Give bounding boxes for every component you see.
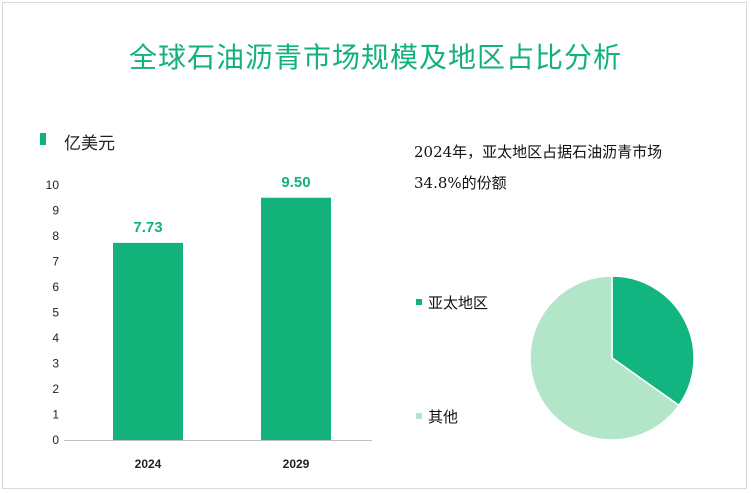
pie-legend-swatch-asia bbox=[416, 299, 422, 305]
x-tick-label: 2029 bbox=[283, 457, 310, 471]
bar bbox=[113, 242, 183, 440]
pie-caption-line1: 2024年，亚太地区占据石油沥青市场 bbox=[414, 143, 663, 161]
y-tick-label: 0 bbox=[52, 433, 59, 447]
bar bbox=[261, 197, 331, 440]
y-tick-label: 1 bbox=[52, 408, 59, 422]
y-tick-label: 10 bbox=[46, 178, 60, 192]
y-tick-label: 3 bbox=[52, 357, 59, 371]
pie-legend-label-other: 其他 bbox=[428, 408, 459, 426]
bar-value-label: 9.50 bbox=[281, 174, 310, 191]
y-tick-label: 8 bbox=[52, 229, 59, 243]
y-tick-label: 6 bbox=[52, 280, 59, 294]
pie-caption-line2: 34.8%的份额 bbox=[414, 174, 507, 192]
unit-legend-swatch bbox=[40, 133, 46, 145]
page-title: 全球石油沥青市场规模及地区占比分析 bbox=[128, 41, 622, 74]
pie-slice bbox=[611, 275, 695, 407]
y-tick-label: 7 bbox=[52, 255, 59, 269]
pie-legend-swatch-other bbox=[416, 413, 422, 419]
pie-chart bbox=[529, 275, 695, 441]
x-tick-label: 2024 bbox=[135, 457, 162, 471]
unit-legend-label: 亿美元 bbox=[64, 134, 115, 154]
pie-legend-label-asia: 亚太地区 bbox=[428, 294, 489, 312]
y-tick-label: 5 bbox=[52, 306, 59, 320]
y-tick-label: 9 bbox=[52, 204, 59, 218]
pie-slice bbox=[529, 275, 680, 441]
y-tick-label: 4 bbox=[52, 331, 59, 345]
y-tick-label: 2 bbox=[52, 382, 59, 396]
chart-frame bbox=[2, 2, 747, 489]
bar-value-label: 7.73 bbox=[133, 219, 162, 236]
